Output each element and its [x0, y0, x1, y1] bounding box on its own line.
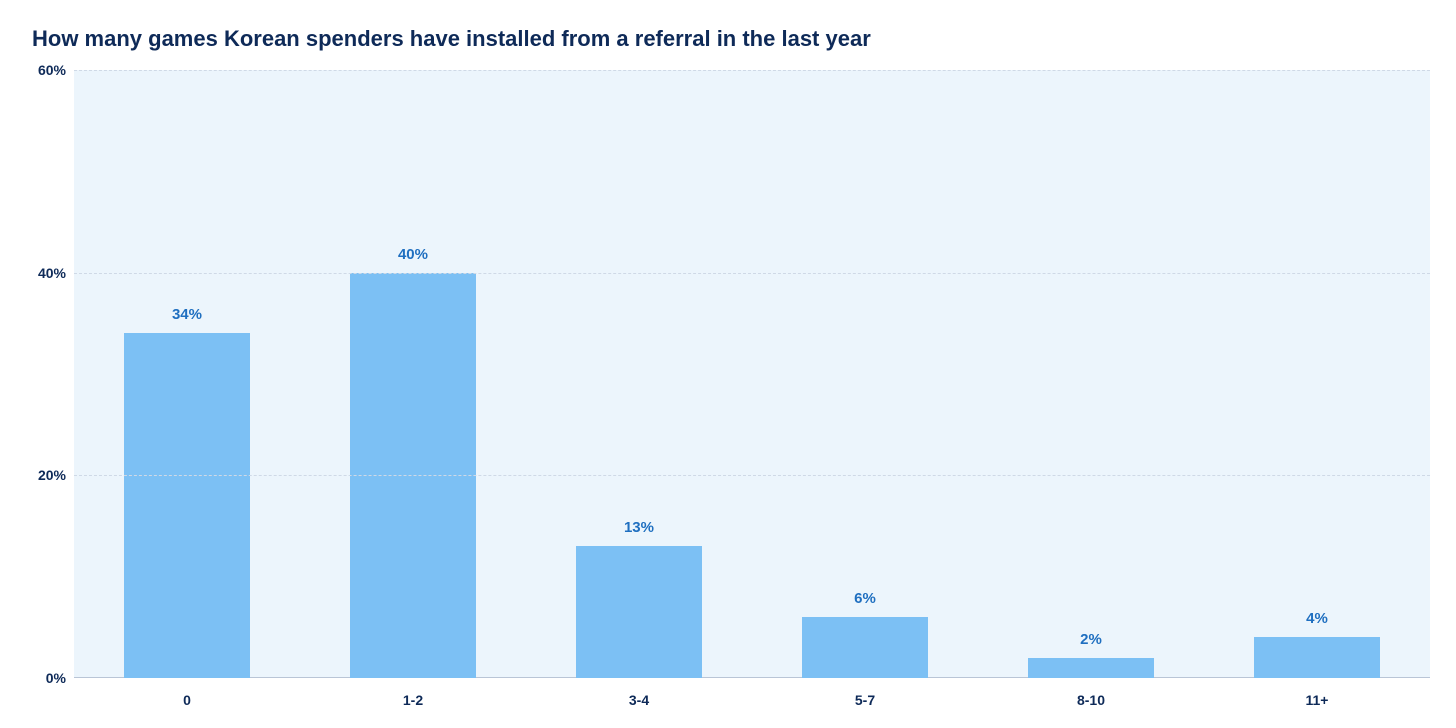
bar: 6%	[802, 617, 929, 678]
bar-value-label: 6%	[854, 590, 876, 607]
gridline	[74, 273, 1430, 274]
x-tick-label: 8-10	[978, 692, 1204, 708]
x-tick-label: 1-2	[300, 692, 526, 708]
x-tick-label: 11+	[1204, 692, 1430, 708]
y-tick-label: 0%	[16, 670, 66, 686]
bar-value-label: 40%	[398, 246, 428, 263]
bar-slot: 2%	[978, 70, 1204, 678]
plot-area: 34% 40% 13% 6% 2% 4%	[74, 70, 1430, 678]
bar-chart: How many games Korean spenders have inst…	[0, 0, 1456, 728]
y-tick-label: 60%	[16, 62, 66, 78]
bar-slot: 40%	[300, 70, 526, 678]
bar-slot: 4%	[1204, 70, 1430, 678]
x-axis-labels: 01-23-45-78-1011+	[74, 692, 1430, 708]
bar: 4%	[1254, 637, 1381, 678]
bar: 34%	[124, 333, 251, 678]
x-tick-label: 3-4	[526, 692, 752, 708]
x-tick-label: 0	[74, 692, 300, 708]
x-tick-label: 5-7	[752, 692, 978, 708]
bar-slot: 6%	[752, 70, 978, 678]
bar-value-label: 4%	[1306, 610, 1328, 627]
bar-value-label: 34%	[172, 306, 202, 323]
bar-value-label: 13%	[624, 519, 654, 536]
bar-slot: 34%	[74, 70, 300, 678]
y-tick-label: 20%	[16, 467, 66, 483]
gridline	[74, 70, 1430, 71]
bar-slot: 13%	[526, 70, 752, 678]
chart-title: How many games Korean spenders have inst…	[32, 26, 871, 52]
bar: 2%	[1028, 658, 1155, 678]
y-tick-label: 40%	[16, 265, 66, 281]
bar: 13%	[576, 546, 703, 678]
bar-value-label: 2%	[1080, 631, 1102, 648]
bars-row: 34% 40% 13% 6% 2% 4%	[74, 70, 1430, 678]
gridline	[74, 475, 1430, 476]
